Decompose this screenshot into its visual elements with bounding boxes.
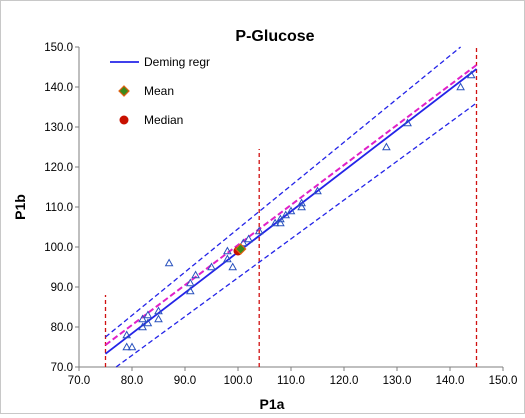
data-point — [276, 218, 285, 227]
data-point — [281, 210, 291, 219]
data-point — [191, 270, 200, 279]
data-point — [286, 206, 296, 215]
data-point — [207, 262, 216, 271]
y-tick-label: 90.0 — [51, 282, 73, 294]
data-point — [154, 314, 163, 323]
data-point — [238, 238, 248, 247]
y-tick-label: 130.0 — [44, 122, 73, 134]
axes — [75, 46, 504, 371]
data-point — [223, 246, 232, 255]
y-tick-label: 100.0 — [44, 242, 73, 254]
series-layer — [104, 46, 478, 368]
data-point — [185, 278, 195, 287]
x-tick-label: 90.0 — [174, 375, 196, 387]
data-point — [154, 306, 163, 315]
x-tick-label: 80.0 — [121, 375, 143, 387]
y-tick-label: 70.0 — [51, 362, 73, 374]
data-point — [270, 218, 280, 227]
deming-regression-line — [104, 68, 478, 355]
legend-label-mean: Mean — [144, 84, 174, 98]
data-point — [127, 342, 137, 351]
summary-markers — [233, 243, 247, 256]
y-tick-label: 140.0 — [44, 82, 73, 94]
identity-line — [104, 64, 478, 346]
x-tick-label: 70.0 — [68, 375, 90, 387]
legend-label-deming: Deming regr — [144, 55, 210, 69]
legend-mean-marker — [118, 85, 130, 97]
x-tick-label: 140.0 — [436, 375, 465, 387]
chart-title: P-Glucose — [235, 28, 314, 45]
y-tick-label: 150.0 — [44, 42, 73, 54]
confidence-band-upper — [105, 46, 462, 338]
data-point — [244, 234, 253, 243]
x-tick-label: 130.0 — [383, 375, 412, 387]
data-point — [276, 214, 285, 223]
tick-labels: 70.0 80.0 90.0 100.0 110.0 120.0 130.0 140.0 150… — [44, 42, 517, 387]
x-tick-label: 120.0 — [330, 375, 359, 387]
data-point — [223, 254, 232, 263]
x-tick-label: 100.0 — [224, 375, 253, 387]
data-point — [164, 258, 174, 267]
data-point — [403, 118, 412, 127]
data-point — [382, 142, 391, 151]
data-point — [456, 82, 465, 91]
data-point — [297, 202, 306, 211]
data-point — [122, 342, 132, 351]
x-axis-label: P1a — [260, 396, 285, 412]
data-point — [138, 314, 147, 323]
data-point — [313, 186, 322, 195]
data-point — [143, 318, 153, 327]
data-point — [254, 226, 264, 235]
data-point — [122, 330, 132, 339]
x-tick-label: 110.0 — [277, 375, 305, 387]
data-point — [297, 198, 306, 207]
confidence-band-lower — [115, 102, 477, 368]
y-axis-label: P1b — [12, 194, 28, 220]
data-point — [228, 262, 238, 271]
mean-marker — [234, 243, 247, 255]
data-points — [122, 70, 476, 351]
data-point — [138, 322, 147, 331]
legend: Deming regr Mean Median — [110, 55, 210, 127]
y-tick-label: 80.0 — [51, 322, 73, 334]
y-tick-label: 120.0 — [44, 162, 73, 174]
legend-median-marker — [119, 115, 129, 125]
data-point — [466, 70, 476, 79]
data-point — [185, 286, 195, 295]
x-tick-label: 150.0 — [489, 375, 518, 387]
legend-label-median: Median — [144, 113, 183, 127]
y-tick-label: 110.0 — [45, 202, 73, 214]
data-point — [143, 310, 153, 319]
